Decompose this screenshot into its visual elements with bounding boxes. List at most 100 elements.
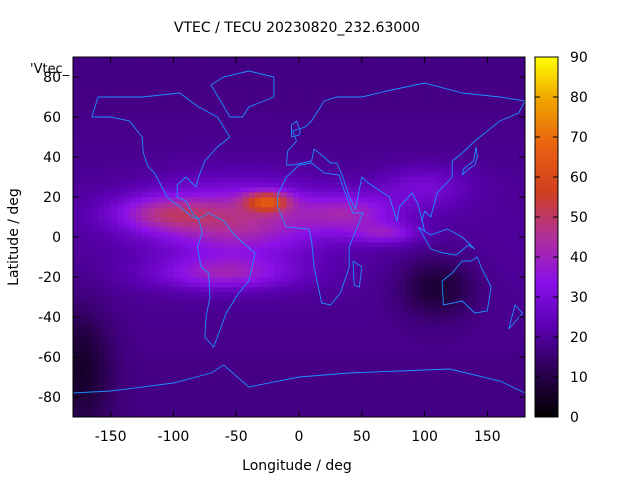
- heatmap-cell: [386, 327, 394, 333]
- heatmap-cell: [236, 112, 243, 118]
- heatmap-cell: [242, 147, 250, 153]
- heatmap-cell: [462, 112, 469, 118]
- heatmap-cell: [229, 292, 237, 298]
- heatmap-cell: [336, 217, 344, 223]
- heatmap-cell: [399, 367, 407, 373]
- heatmap-cell: [462, 247, 469, 253]
- heatmap-cell: [405, 177, 413, 183]
- heatmap-cell: [198, 157, 206, 163]
- heatmap-cell: [349, 282, 356, 288]
- heatmap-cell: [468, 357, 476, 363]
- heatmap-cell: [242, 352, 250, 358]
- heatmap-cell: [280, 72, 287, 78]
- heatmap-cell: [242, 232, 250, 238]
- heatmap-cell: [330, 182, 338, 188]
- heatmap-cell: [349, 182, 356, 188]
- heatmap-cell: [342, 357, 350, 363]
- heatmap-cell: [474, 262, 482, 268]
- heatmap-cell: [487, 347, 495, 353]
- heatmap-cell: [217, 322, 225, 328]
- heatmap-cell: [437, 62, 444, 68]
- heatmap-cell: [223, 302, 231, 308]
- heatmap-cell: [455, 217, 463, 223]
- heatmap-cell: [148, 262, 156, 268]
- heatmap-cell: [261, 242, 269, 248]
- heatmap-cell: [229, 67, 237, 73]
- heatmap-cell: [286, 92, 294, 98]
- heatmap-cell: [305, 302, 312, 308]
- heatmap-cell: [368, 157, 375, 163]
- heatmap-cell: [73, 72, 80, 78]
- heatmap-cell: [437, 297, 444, 303]
- heatmap-cell: [386, 402, 394, 408]
- heatmap-cell: [324, 112, 331, 118]
- heatmap-cell: [481, 222, 488, 228]
- heatmap-cell: [380, 62, 388, 68]
- heatmap-cell: [148, 302, 156, 308]
- heatmap-cell: [412, 357, 419, 363]
- heatmap-cell: [324, 152, 331, 158]
- heatmap-cell: [211, 267, 218, 273]
- heatmap-cell: [361, 267, 369, 273]
- heatmap-cell: [73, 392, 80, 398]
- heatmap-cell: [386, 212, 394, 218]
- heatmap-cell: [324, 307, 331, 313]
- heatmap-cell: [481, 282, 488, 288]
- heatmap-cell: [110, 127, 118, 133]
- heatmap-cell: [424, 227, 432, 233]
- heatmap-cell: [116, 252, 124, 258]
- heatmap-cell: [255, 402, 262, 408]
- heatmap-cell: [223, 312, 231, 318]
- heatmap-cell: [229, 87, 237, 93]
- heatmap-cell: [73, 57, 80, 63]
- heatmap-cell: [91, 377, 99, 383]
- heatmap-cell: [223, 202, 231, 208]
- heatmap-cell: [430, 132, 438, 138]
- heatmap-cell: [481, 97, 488, 103]
- heatmap-cell: [248, 377, 256, 383]
- heatmap-cell: [116, 342, 124, 348]
- heatmap-cell: [399, 137, 407, 143]
- heatmap-cell: [311, 132, 319, 138]
- heatmap-cell: [211, 92, 218, 98]
- heatmap-cell: [311, 102, 319, 108]
- heatmap-cell: [236, 287, 243, 293]
- heatmap-cell: [424, 307, 432, 313]
- heatmap-cell: [349, 347, 356, 353]
- heatmap-cell: [493, 157, 501, 163]
- heatmap-cell: [368, 382, 375, 388]
- heatmap-cell: [449, 267, 457, 273]
- heatmap-cell: [186, 202, 193, 208]
- heatmap-cell: [330, 287, 338, 293]
- heatmap-cell: [217, 337, 225, 343]
- heatmap-cell: [386, 142, 394, 148]
- heatmap-cell: [267, 192, 275, 198]
- heatmap-cell: [129, 222, 137, 228]
- heatmap-cell: [255, 282, 262, 288]
- heatmap-cell: [412, 167, 419, 173]
- heatmap-cell: [173, 97, 181, 103]
- heatmap-cell: [386, 232, 394, 238]
- heatmap-cell: [506, 312, 513, 318]
- heatmap-cell: [430, 82, 438, 88]
- heatmap-cell: [211, 257, 218, 263]
- heatmap-cell: [430, 192, 438, 198]
- heatmap-cell: [104, 277, 112, 283]
- heatmap-cell: [405, 217, 413, 223]
- heatmap-cell: [386, 72, 394, 78]
- heatmap-cell: [116, 267, 124, 273]
- heatmap-cell: [493, 217, 501, 223]
- heatmap-cell: [229, 332, 237, 338]
- heatmap-cell: [449, 412, 457, 418]
- heatmap-cell: [167, 282, 174, 288]
- heatmap-cell: [499, 272, 507, 278]
- heatmap-cell: [324, 142, 331, 148]
- heatmap-cell: [349, 202, 356, 208]
- heatmap-cell: [487, 307, 495, 313]
- heatmap-cell: [305, 292, 312, 298]
- heatmap-cell: [412, 307, 419, 313]
- heatmap-cell: [229, 162, 237, 168]
- heatmap-cell: [374, 317, 382, 323]
- heatmap-cell: [374, 142, 382, 148]
- heatmap-cell: [342, 377, 350, 383]
